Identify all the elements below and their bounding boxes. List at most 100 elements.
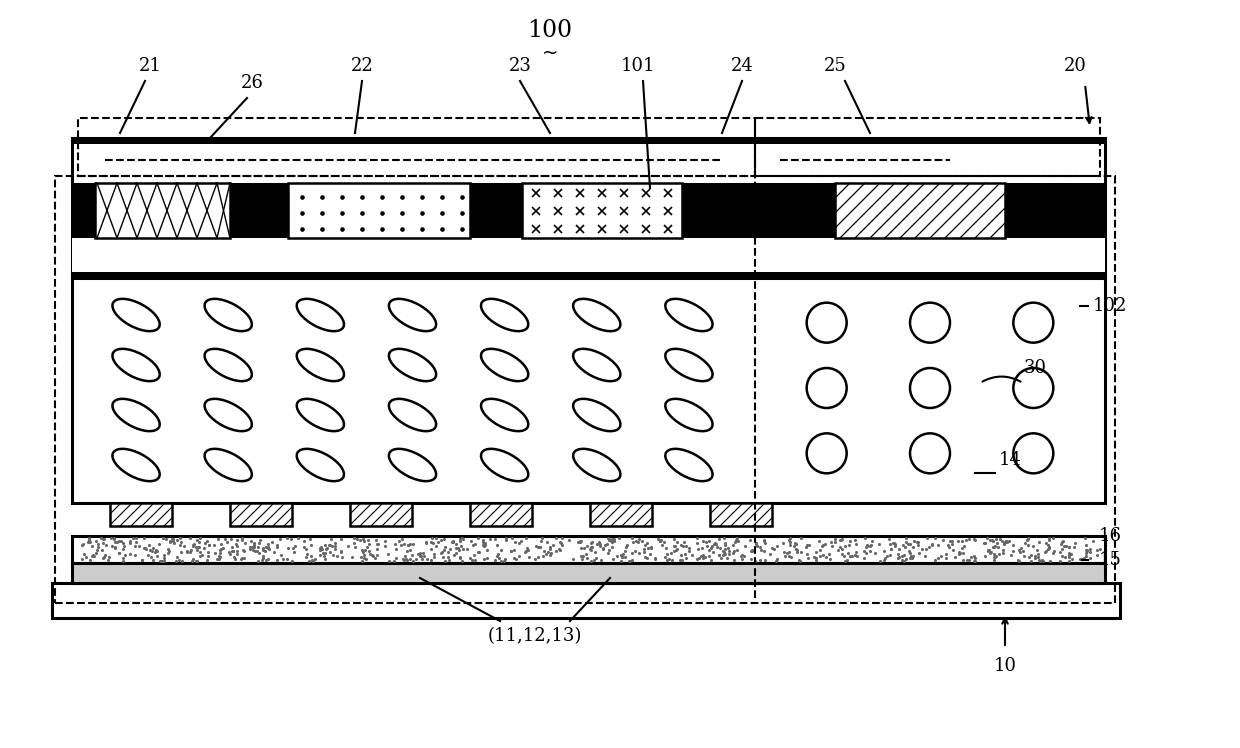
Ellipse shape — [1013, 433, 1053, 473]
Point — [310, 542, 330, 554]
Point — [743, 545, 763, 557]
Point — [296, 548, 316, 560]
Point — [465, 539, 485, 551]
Point — [800, 539, 820, 551]
Point — [821, 553, 841, 565]
Ellipse shape — [113, 399, 160, 431]
Point — [961, 551, 981, 562]
Bar — [229, 503, 291, 526]
Point — [1011, 542, 1030, 554]
Point — [378, 548, 398, 560]
Point — [288, 533, 308, 545]
Point — [688, 552, 708, 564]
Point — [1080, 553, 1100, 565]
Point — [963, 533, 983, 545]
Point — [987, 537, 1007, 549]
Point — [386, 552, 405, 564]
Point — [542, 548, 562, 560]
Bar — [110, 503, 172, 526]
Point — [846, 546, 866, 558]
Point — [537, 536, 557, 548]
Point — [718, 542, 738, 554]
Point — [213, 542, 233, 554]
Point — [198, 546, 218, 558]
Point — [857, 539, 877, 551]
Point — [854, 552, 874, 564]
Point — [424, 548, 444, 560]
Point — [634, 543, 653, 555]
Point — [270, 533, 290, 545]
Point — [258, 553, 278, 565]
Point — [460, 553, 480, 565]
Point — [844, 534, 864, 546]
Point — [187, 555, 207, 567]
Point — [719, 545, 739, 557]
Point — [899, 545, 919, 557]
Bar — [711, 503, 773, 526]
Point — [1087, 549, 1107, 561]
Point — [508, 537, 528, 549]
Point — [768, 553, 787, 565]
Point — [952, 542, 972, 554]
Point — [975, 537, 994, 549]
Point — [880, 542, 900, 554]
Point — [740, 534, 760, 546]
Point — [434, 544, 454, 556]
Point — [253, 554, 273, 566]
Text: 14: 14 — [998, 451, 1022, 469]
Point — [877, 550, 897, 562]
Point — [104, 536, 124, 548]
Point — [134, 532, 154, 544]
Point — [1070, 553, 1090, 565]
Point — [223, 545, 243, 557]
Point — [713, 545, 733, 557]
Point — [491, 556, 511, 568]
Point — [714, 543, 734, 555]
Point — [131, 554, 151, 565]
Point — [169, 554, 188, 566]
Ellipse shape — [389, 449, 436, 481]
Point — [893, 539, 913, 551]
Point — [780, 539, 800, 551]
Point — [536, 548, 556, 560]
Point — [224, 554, 244, 565]
Point — [217, 536, 237, 548]
Point — [429, 536, 449, 548]
Point — [254, 545, 274, 557]
Point — [547, 545, 567, 557]
Point — [515, 546, 534, 558]
Ellipse shape — [666, 299, 713, 331]
Point — [72, 539, 92, 551]
Point — [711, 551, 730, 563]
Point — [572, 542, 591, 554]
Point — [91, 532, 110, 544]
Point — [448, 542, 467, 554]
Point — [570, 536, 590, 548]
Point — [312, 547, 332, 559]
Point — [190, 550, 210, 562]
Point — [641, 542, 661, 554]
Point — [804, 551, 823, 563]
Point — [144, 542, 164, 554]
Point — [367, 543, 387, 555]
Ellipse shape — [296, 349, 343, 381]
Point — [195, 542, 215, 554]
Point — [365, 552, 384, 564]
Point — [714, 545, 734, 557]
Point — [1037, 537, 1056, 549]
Point — [1003, 539, 1023, 551]
Point — [629, 548, 649, 560]
Point — [81, 554, 100, 565]
Point — [472, 534, 492, 546]
Point — [779, 546, 799, 558]
Text: 100: 100 — [527, 19, 573, 41]
Point — [445, 542, 465, 554]
Point — [806, 546, 826, 558]
Point — [409, 547, 429, 559]
Point — [780, 536, 800, 548]
Ellipse shape — [910, 368, 950, 408]
Point — [755, 537, 775, 549]
Point — [141, 551, 161, 562]
Point — [224, 551, 244, 563]
Point — [1009, 545, 1029, 557]
